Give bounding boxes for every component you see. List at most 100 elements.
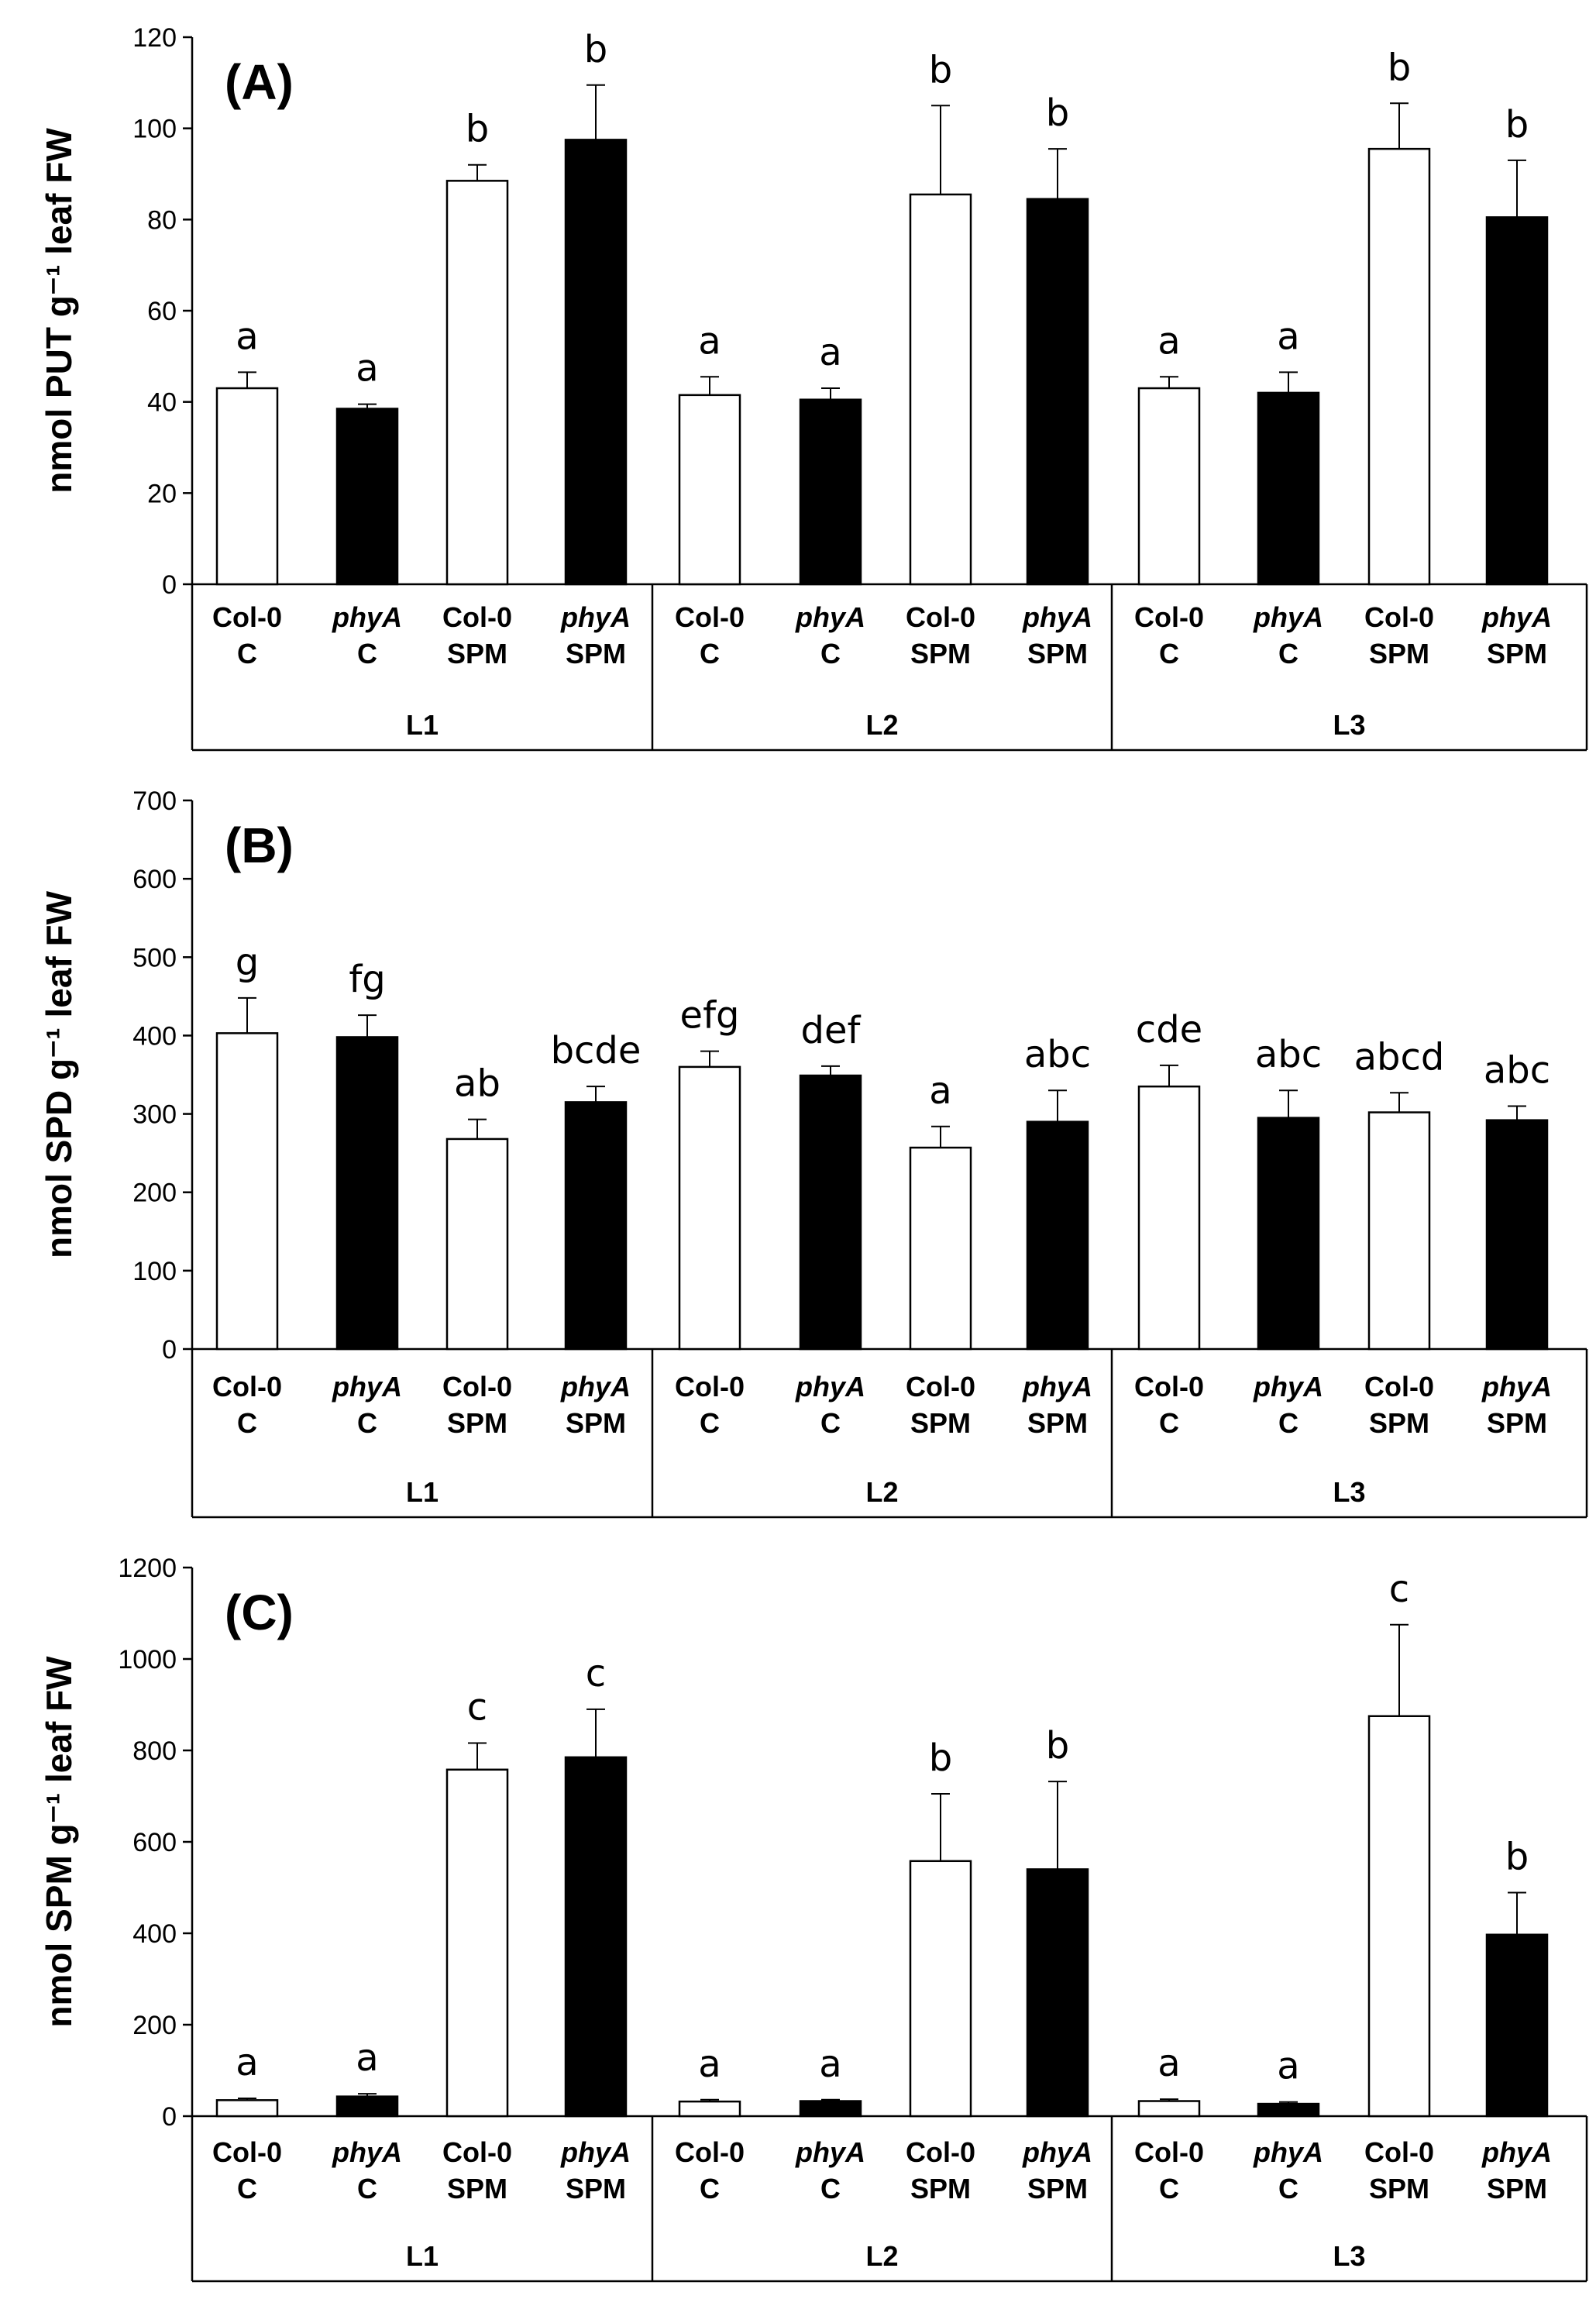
category-label-treatment: SPM: [910, 2173, 971, 2204]
bar-col0: [1137, 387, 1201, 586]
bar-col0: [1367, 1715, 1431, 2118]
category-label-genotype: phyA: [795, 601, 865, 633]
category-label-genotype: Col-0: [212, 1371, 282, 1403]
bar-col0: [445, 180, 509, 586]
significance-letter: a: [698, 319, 721, 363]
category-label-treatment: C: [237, 1407, 257, 1439]
category-label-genotype: phyA: [1022, 1371, 1092, 1403]
y-tick-label: 200: [132, 1179, 177, 1208]
category-label-genotype: phyA: [1253, 1371, 1323, 1403]
bar-phya: [564, 1101, 628, 1351]
bar-phya: [1257, 1117, 1320, 1351]
bar-phya: [1485, 216, 1549, 586]
significance-letter: ab: [454, 1062, 500, 1106]
category-label-treatment: SPM: [1487, 1407, 1547, 1439]
category-label-genotype: Col-0: [906, 601, 975, 633]
category-label-treatment: SPM: [1487, 2173, 1547, 2204]
category-label-treatment: C: [820, 1407, 841, 1439]
significance-letter: b: [466, 108, 489, 151]
y-tick-label: 20: [147, 479, 177, 508]
category-label-treatment: C: [700, 2173, 720, 2204]
category-label-genotype: Col-0: [906, 1371, 975, 1403]
bar-col0: [1137, 2100, 1201, 2118]
group-label-l1: L1: [406, 2240, 439, 2272]
significance-letter: b: [1046, 91, 1069, 135]
bar-col0: [909, 1146, 972, 1351]
category-label-treatment: SPM: [1027, 638, 1088, 669]
category-label-treatment: C: [357, 638, 377, 669]
bar-phya: [1485, 1933, 1549, 2118]
significance-letter: c: [586, 1652, 606, 1695]
category-label-treatment: C: [1278, 638, 1298, 669]
category-label-genotype: Col-0: [1134, 2136, 1204, 2168]
y-tick-label: 1200: [118, 1554, 177, 1583]
category-label-genotype: phyA: [1022, 2136, 1092, 2168]
category-label-treatment: SPM: [1027, 1407, 1088, 1439]
group-label-l1: L1: [406, 709, 439, 741]
significance-letter: a: [1277, 315, 1299, 358]
category-label-genotype: Col-0: [1364, 1371, 1434, 1403]
panel-label: (C): [225, 1585, 294, 1640]
category-label-treatment: C: [1278, 2173, 1298, 2204]
category-label-genotype: phyA: [1481, 2136, 1552, 2168]
category-label-genotype: Col-0: [442, 2136, 512, 2168]
significance-letter: b: [584, 28, 607, 71]
bar-phya: [799, 398, 862, 586]
significance-letter: c: [1389, 1568, 1409, 1611]
category-label-genotype: phyA: [1022, 601, 1092, 633]
category-label-genotype: Col-0: [675, 1371, 745, 1403]
significance-letter: abc: [1255, 1033, 1322, 1076]
significance-letter: abc: [1024, 1033, 1091, 1076]
y-tick-label: 120: [132, 23, 177, 53]
category-label-genotype: phyA: [560, 1371, 631, 1403]
y-tick-label: 80: [147, 205, 177, 235]
panel-label: (B): [225, 817, 294, 873]
category-label-treatment: C: [237, 638, 257, 669]
group-label-l1: L1: [406, 1476, 439, 1508]
category-label-genotype: Col-0: [675, 601, 745, 633]
significance-letter: a: [1277, 2045, 1299, 2088]
category-label-treatment: SPM: [566, 638, 626, 669]
category-label-treatment: C: [237, 2173, 257, 2204]
bar-phya: [564, 1756, 628, 2118]
bar-phya: [1026, 198, 1089, 586]
bar-col0: [678, 394, 741, 586]
category-label-treatment: SPM: [1369, 1407, 1429, 1439]
category-label-genotype: Col-0: [906, 2136, 975, 2168]
y-tick-label: 100: [132, 1257, 177, 1286]
bar-col0: [1367, 1111, 1431, 1351]
significance-letter: b: [1046, 1724, 1069, 1767]
y-tick-label: 40: [147, 388, 177, 418]
significance-letter: b: [1388, 46, 1411, 89]
category-label-treatment: SPM: [447, 638, 507, 669]
category-label-genotype: Col-0: [1364, 2136, 1434, 2168]
category-label-treatment: C: [700, 1407, 720, 1439]
group-label-l3: L3: [1333, 709, 1365, 741]
y-tick-label: 800: [132, 1736, 177, 1766]
category-label-treatment: C: [357, 1407, 377, 1439]
y-tick-label: 400: [132, 1919, 177, 1949]
category-label-genotype: Col-0: [1134, 601, 1204, 633]
category-label-genotype: Col-0: [675, 2136, 745, 2168]
bar-col0: [215, 1032, 279, 1351]
significance-letter: b: [929, 1736, 952, 1780]
significance-letter: a: [1157, 319, 1180, 363]
y-tick-label: 500: [132, 943, 177, 972]
category-label-genotype: phyA: [332, 2136, 402, 2168]
significance-letter: a: [1157, 2042, 1180, 2085]
category-label-genotype: phyA: [1481, 1371, 1552, 1403]
significance-letter: a: [236, 315, 258, 358]
significance-letter: fg: [349, 958, 385, 1001]
bar-col0: [445, 1138, 509, 1351]
significance-letter: a: [819, 331, 841, 374]
category-label-treatment: SPM: [566, 2173, 626, 2204]
bar-col0: [909, 1860, 972, 2118]
bar-phya: [1257, 391, 1320, 586]
y-axis-title: nmol SPD g⁻¹ leaf FW: [39, 890, 79, 1258]
significance-letter: abc: [1484, 1048, 1550, 1092]
category-label-treatment: SPM: [910, 1407, 971, 1439]
category-label-genotype: Col-0: [212, 601, 282, 633]
significance-letter: a: [236, 2041, 258, 2084]
bar-col0: [1367, 147, 1431, 586]
